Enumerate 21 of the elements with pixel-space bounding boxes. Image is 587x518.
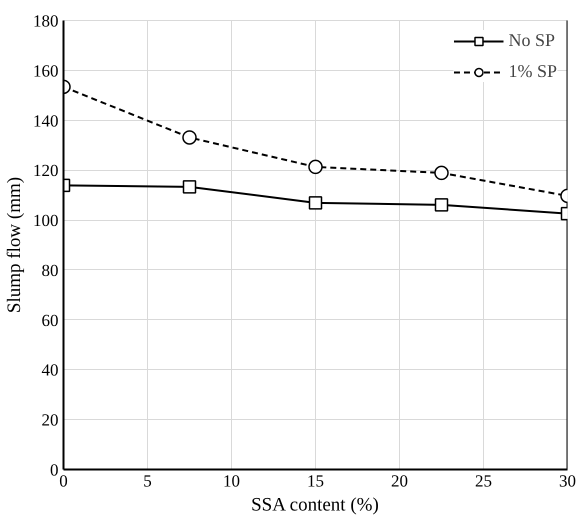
x-tick-label: 25	[475, 472, 492, 490]
y-tick-label: 180	[33, 12, 58, 30]
x-axis-title: SSA content (%)	[251, 494, 379, 516]
point	[308, 160, 323, 174]
legend-label: 1% SP	[508, 61, 557, 82]
legend-label: No SP	[508, 30, 556, 51]
y-tick-label: 160	[33, 61, 58, 80]
x-tick-label: 15	[307, 472, 324, 490]
y-tick-label: 100	[33, 211, 58, 230]
y-tick-label: 120	[33, 161, 58, 180]
y-tick-label: 40	[42, 360, 58, 380]
point	[308, 196, 322, 210]
y-tick-label: 60	[42, 310, 58, 330]
x-tick-label: 10	[223, 472, 240, 490]
y-tick-label: 80	[42, 260, 58, 280]
y-axis-title: Slump flow (mm)	[4, 176, 25, 314]
y-tick-label: 20	[42, 410, 58, 430]
y-tick-label: 140	[33, 111, 58, 130]
x-tick-label: 5	[143, 472, 152, 490]
x-tick-label: 30	[559, 472, 576, 490]
x-tick-label: 20	[391, 472, 408, 490]
